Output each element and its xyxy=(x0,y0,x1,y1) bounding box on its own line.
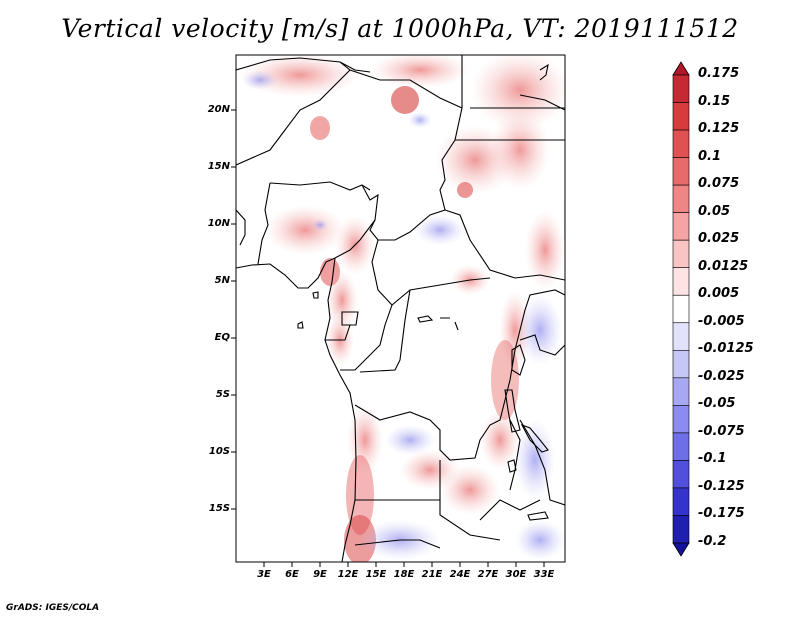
colorbar-tick-label: -0.05 xyxy=(698,396,736,412)
colorbar-band xyxy=(672,267,690,296)
colorbar-tick-label: -0.2 xyxy=(698,534,727,549)
colorbar-band xyxy=(672,322,690,351)
axis-ticks xyxy=(231,109,545,567)
colorbar-band xyxy=(672,157,690,186)
lat-label-15s: 15S xyxy=(208,503,230,514)
colorbar-tick-label: 0.125 xyxy=(698,121,740,137)
grads-credit: GrADS: IGES/COLA xyxy=(6,603,100,613)
lon-label-15e: 15E xyxy=(365,569,387,580)
colorbar-tick-label: -0.175 xyxy=(698,506,745,522)
lat-label-eq: EQ xyxy=(214,332,230,343)
lon-label-27e: 27E xyxy=(477,569,499,580)
colorbar-tick-label: 0.025 xyxy=(698,231,740,247)
colorbar-tick-label: 0.075 xyxy=(698,176,740,192)
colorbar-band xyxy=(672,129,690,158)
colorbar-tick-label: 0.1 xyxy=(698,148,722,164)
colorbar-tick-label: 0.175 xyxy=(698,66,740,81)
lon-label-33e: 33E xyxy=(533,569,555,580)
figure-title: Vertical velocity [m/s] at 1000hPa, VT: … xyxy=(61,14,739,43)
colorbar-tick-label: -0.075 xyxy=(698,423,745,439)
velocity-field xyxy=(236,55,565,562)
lon-label-24e: 24E xyxy=(449,569,471,580)
colorbar-tick-label: -0.0125 xyxy=(698,341,754,357)
lon-label-12e: 12E xyxy=(337,569,359,580)
lat-label-10n: 10N xyxy=(207,218,230,229)
colorbar-band xyxy=(672,377,690,406)
colorbar-band xyxy=(672,74,690,103)
colorbar-band xyxy=(672,515,690,544)
lat-label-5s: 5S xyxy=(215,389,230,400)
colorbar-tick-label: -0.005 xyxy=(698,313,745,329)
lon-label-9e: 9E xyxy=(313,569,327,580)
colorbar xyxy=(672,61,690,557)
lon-label-18e: 18E xyxy=(393,569,415,580)
lon-label-6e: 6E xyxy=(285,569,299,580)
country-borders xyxy=(236,55,565,562)
colorbar-band xyxy=(672,294,690,324)
lon-label-21e: 21E xyxy=(421,569,443,580)
colorbar-max-triangle xyxy=(672,61,690,76)
colorbar-band xyxy=(672,239,690,269)
colorbar-tick-label: -0.025 xyxy=(698,368,745,384)
colorbar-band xyxy=(672,432,690,461)
lon-label-3e: 3E xyxy=(257,569,271,580)
lat-label-10s: 10S xyxy=(208,446,230,457)
colorbar-tick-label: -0.1 xyxy=(698,451,727,467)
colorbar-band xyxy=(672,460,690,489)
colorbar-min-triangle xyxy=(672,542,690,557)
lon-label-30e: 30E xyxy=(505,569,527,580)
colorbar-band xyxy=(672,349,690,379)
colorbar-band xyxy=(672,102,690,131)
lat-label-20n: 20N xyxy=(207,104,230,115)
colorbar-tick-label: 0.005 xyxy=(698,286,740,302)
colorbar-tick-label: 0.15 xyxy=(698,93,731,109)
map-frame xyxy=(235,54,566,563)
colorbar-band xyxy=(672,212,690,241)
colorbar-band xyxy=(672,184,690,213)
lat-label-15n: 15N xyxy=(207,161,230,172)
colorbar-band xyxy=(672,487,690,516)
colorbar-band xyxy=(672,405,690,434)
colorbar-tick-label: -0.125 xyxy=(698,478,745,494)
lat-label-5n: 5N xyxy=(214,275,230,286)
colorbar-tick-label: 0.0125 xyxy=(698,258,749,274)
colorbar-tick-label: 0.05 xyxy=(698,203,731,219)
